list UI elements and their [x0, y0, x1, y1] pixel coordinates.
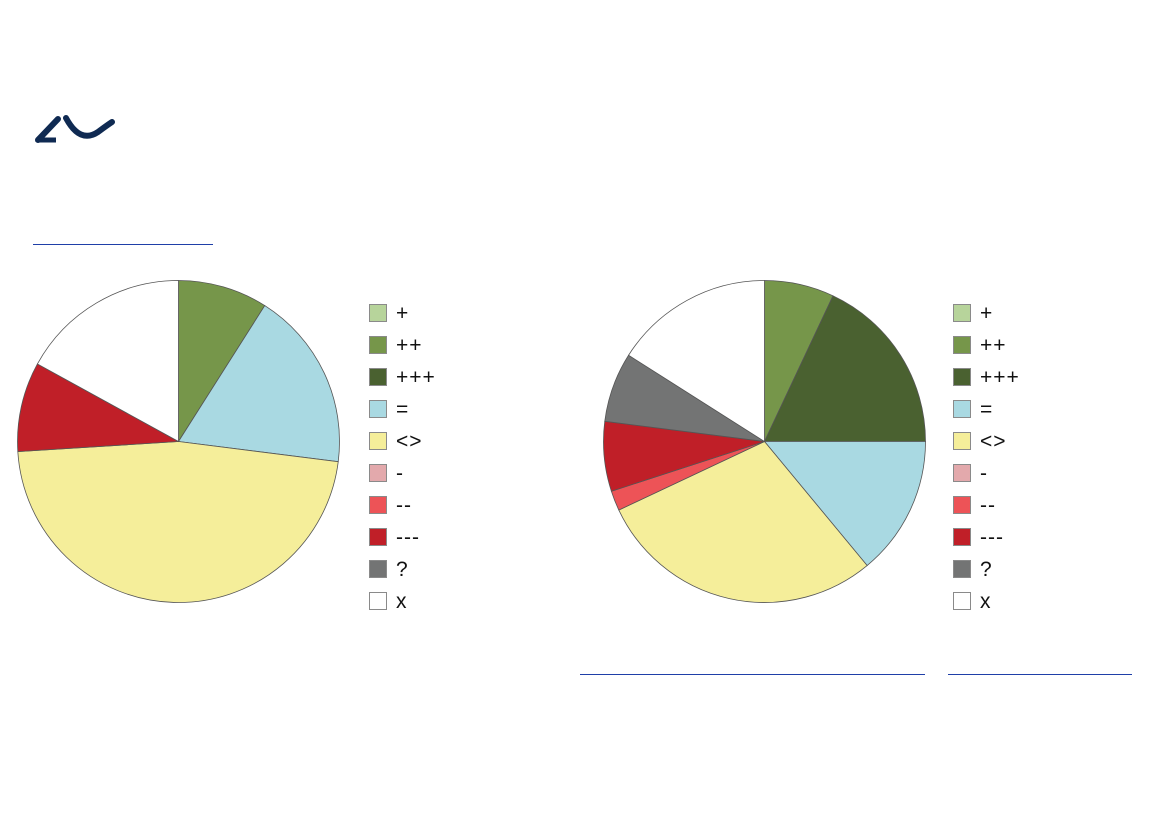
legend-item: ---	[369, 521, 436, 553]
legend-item: <>	[369, 425, 436, 457]
legend-label: ---	[396, 525, 420, 549]
legend-swatch	[953, 368, 971, 386]
pie-slice-+++	[763, 295, 926, 442]
legend-label: ++	[980, 333, 1007, 357]
legend-swatch	[369, 400, 387, 418]
legend-item: -	[369, 457, 436, 489]
pie-chart-2-plot	[603, 280, 926, 603]
legend-label: +	[396, 301, 410, 325]
legend-swatch	[953, 464, 971, 482]
pie-slice-<>	[17, 441, 339, 603]
pie-chart-1: + ++ +++ = <> - -- ---? x	[17, 280, 577, 630]
legend-swatch	[953, 528, 971, 546]
pie-chart-2-legend: + ++ +++ = <> - -- ---? x	[953, 297, 1020, 617]
legend-swatch	[369, 304, 387, 322]
legend-label: --	[980, 493, 996, 517]
legend-swatch	[953, 400, 971, 418]
legend-label: +	[980, 301, 994, 325]
legend-label: +++	[396, 365, 436, 389]
legend-item: --	[953, 489, 1020, 521]
legend-item: x	[369, 585, 436, 617]
pie-slice-=	[763, 441, 926, 567]
legend-swatch	[369, 464, 387, 482]
legend-label: -	[396, 461, 404, 485]
pie-slice-<>	[618, 441, 868, 603]
legend-item: +	[953, 297, 1020, 329]
legend-label: <>	[396, 429, 423, 453]
legend-swatch	[953, 560, 971, 578]
legend-swatch	[369, 432, 387, 450]
legend-swatch	[953, 432, 971, 450]
pie-slice-=	[177, 305, 340, 463]
legend-item: ?	[369, 553, 436, 585]
legend-item: =	[953, 393, 1020, 425]
pie-chart-2: + ++ +++ = <> - -- ---? x	[603, 280, 1163, 630]
pie-slice----	[17, 363, 180, 453]
legend-swatch	[953, 304, 971, 322]
legend-item: ++	[369, 329, 436, 361]
legend-swatch	[369, 528, 387, 546]
pie-chart-1-legend: + ++ +++ = <> - -- ---? x	[369, 297, 436, 617]
link-underline-left[interactable]	[580, 674, 925, 675]
link-underline[interactable]	[33, 244, 213, 245]
legend-swatch	[369, 496, 387, 514]
pie-chart-1-plot	[17, 280, 340, 603]
legend-label: -	[980, 461, 988, 485]
legend-label: <>	[980, 429, 1007, 453]
legend-item: =	[369, 393, 436, 425]
legend-swatch	[369, 560, 387, 578]
legend-label: =	[980, 397, 994, 421]
legend-label: --	[396, 493, 412, 517]
pie-slice-++	[178, 280, 266, 443]
legend-item: +	[369, 297, 436, 329]
legend-item: ?	[953, 553, 1020, 585]
legend-label: x	[980, 589, 992, 613]
legend-label: ++	[396, 333, 423, 357]
legend-swatch	[953, 496, 971, 514]
legend-item: <>	[953, 425, 1020, 457]
link-underline-right[interactable]	[948, 674, 1132, 675]
legend-swatch	[369, 336, 387, 354]
pie-slice-x	[628, 280, 765, 443]
legend-item: x	[953, 585, 1020, 617]
legend-item: +++	[953, 361, 1020, 393]
legend-item: -	[953, 457, 1020, 489]
aau-wave-logo-icon	[35, 115, 115, 143]
legend-label: ?	[396, 557, 409, 581]
legend-label: x	[396, 589, 408, 613]
legend-item: --	[369, 489, 436, 521]
pie-slice-x	[36, 280, 179, 443]
legend-label: ?	[980, 557, 993, 581]
legend-label: ---	[980, 525, 1004, 549]
legend-swatch	[369, 592, 387, 610]
legend-item: +++	[369, 361, 436, 393]
legend-item: ++	[953, 329, 1020, 361]
legend-label: +++	[980, 365, 1020, 389]
legend-item: ---	[953, 521, 1020, 553]
legend-swatch	[369, 368, 387, 386]
legend-swatch	[953, 592, 971, 610]
legend-swatch	[953, 336, 971, 354]
legend-label: =	[396, 397, 410, 421]
